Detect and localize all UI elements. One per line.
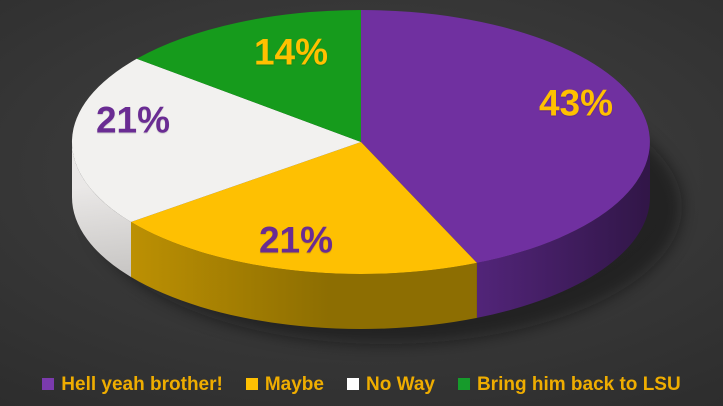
pie-slice-bring-him-back-to-lsu	[136, 10, 361, 142]
pie-slice-hell-yeah-brother	[361, 10, 650, 263]
legend-swatch-hell-yeah-brother	[42, 378, 55, 390]
legend-item-no-way: No Way	[346, 373, 435, 395]
legend-swatch-no-way	[346, 378, 359, 390]
legend-item-maybe: Maybe	[245, 373, 324, 395]
pie-slice-side-no-way	[71, 142, 131, 277]
legend-label: No Way	[365, 373, 435, 395]
legend-swatch-maybe	[245, 378, 258, 390]
pie-slice-maybe	[131, 142, 477, 275]
slice-label-bring-him-back-to-lsu: 14%	[253, 31, 329, 73]
legend-item-hell-yeah-brother: Hell yeah brother!	[42, 375, 223, 394]
slice-label-maybe: 21%	[258, 219, 334, 261]
legend-swatch-bring-him-back-to-lsu	[457, 378, 470, 390]
legend-label: Hell yeah brother!	[61, 373, 223, 395]
pie-slice-no-way	[71, 58, 361, 222]
legend-label: Bring him back to LSU	[476, 373, 681, 395]
slice-label-no-way: 21%	[95, 99, 171, 141]
legend-label: Maybe	[264, 373, 324, 395]
pie-slice-side-hell-yeah-brother	[476, 142, 650, 318]
pie-slice-side-maybe	[131, 222, 477, 330]
chart-legend: Hell yeah brother! Maybe No Way Bring hi…	[0, 371, 723, 397]
legend-item-bring-him-back-to-lsu: Bring him back to LSU	[457, 373, 681, 395]
slice-label-hell-yeah-brother: 43%	[538, 82, 614, 124]
